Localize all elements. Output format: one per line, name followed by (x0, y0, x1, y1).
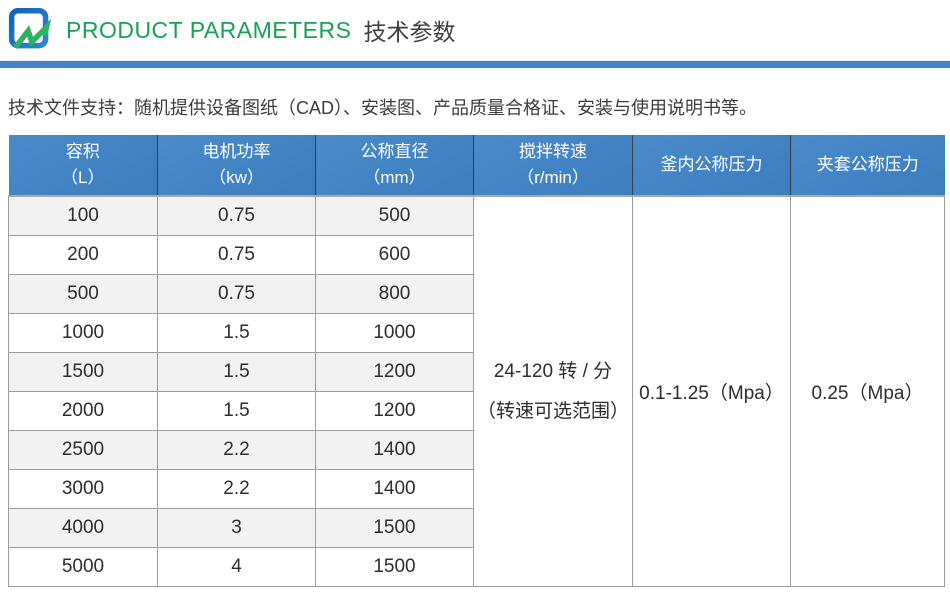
col-header-label: 容积 (65, 141, 100, 161)
header-row: 容积 （L） 电机功率 （kw） 公称直径 （mm） 搅拌转速 （r/min） … (8, 135, 945, 197)
cell-volume: 500 (8, 274, 158, 314)
cell-volume: 5000 (8, 547, 158, 587)
cell-power: 2.2 (157, 430, 316, 470)
stirring-speed-cell: 24-120 转 / 分 （转速可选范围） (473, 195, 633, 587)
cell-power: 3 (157, 508, 316, 548)
cell-volume: 1000 (8, 313, 158, 353)
cell-volume: 100 (8, 195, 158, 236)
col-header-nominal-diameter: 公称直径 （mm） (315, 135, 474, 197)
table-row: 5000 4 1500 (8, 547, 945, 587)
cell-diameter: 1200 (315, 352, 474, 392)
cell-diameter: 1000 (315, 313, 474, 353)
cell-diameter: 800 (315, 274, 474, 314)
table-row: 2000 1.5 1200 (8, 391, 945, 431)
table-row: 100 0.75 500 24-120 转 / 分 （转速可选范围） 0.1-1… (8, 195, 945, 587)
page-title-en: PRODUCT PARAMETERS (66, 16, 352, 43)
cell-power: 1.5 (157, 352, 316, 392)
col-header-label: 搅拌转速 (519, 141, 587, 161)
cell-volume: 4000 (8, 508, 158, 548)
page-title-zh: 技术参数 (363, 19, 456, 45)
col-header-label: 夹套公称压力 (816, 154, 919, 174)
cell-diameter: 1500 (315, 508, 474, 548)
col-header-unit: （mm） (363, 168, 426, 187)
cell-power: 2.2 (157, 469, 316, 509)
col-header-inner-pressure: 釜内公称压力 (632, 135, 791, 197)
page-header: PRODUCT PARAMETERS 技术参数 (0, 0, 950, 60)
inner-pressure-cell: 0.1-1.25（Mpa） (632, 195, 791, 587)
speed-range-text: 24-120 转 / 分 (493, 360, 613, 382)
cell-volume: 3000 (8, 469, 158, 509)
table-row: 1500 1.5 1200 (8, 352, 945, 392)
jacket-pressure-cell: 0.25（Mpa） (790, 195, 945, 587)
cell-power: 1.5 (157, 313, 316, 353)
spec-table-header: 容积 （L） 电机功率 （kw） 公称直径 （mm） 搅拌转速 （r/min） … (8, 135, 945, 197)
table-row: 2500 2.2 1400 (8, 430, 945, 470)
table-row: 4000 3 1500 (8, 508, 945, 548)
col-header-jacket-pressure: 夹套公称压力 (790, 135, 945, 197)
col-header-motor-power: 电机功率 （kw） (157, 135, 316, 197)
col-header-stirring-speed: 搅拌转速 （r/min） (473, 135, 633, 197)
intro-text: 技术文件支持：随机提供设备图纸（CAD）、安装图、产品质量合格证、安装与使用说明… (8, 98, 757, 118)
cell-power: 4 (157, 547, 316, 587)
cell-diameter: 1400 (315, 430, 474, 470)
cell-diameter: 1500 (315, 547, 474, 587)
col-header-unit: （L） (61, 168, 105, 187)
cell-diameter: 600 (315, 235, 474, 275)
cell-volume: 2000 (8, 391, 158, 431)
table-row: 500 0.75 800 (8, 274, 945, 314)
header-divider-bar (0, 60, 950, 68)
table-row: 3000 2.2 1400 (8, 469, 945, 509)
col-header-label: 电机功率 (202, 141, 271, 161)
cell-power: 0.75 (157, 274, 316, 314)
cell-volume: 2500 (8, 430, 158, 470)
cell-power: 0.75 (157, 235, 316, 275)
cell-volume: 1500 (8, 352, 158, 392)
cell-diameter: 1400 (315, 469, 474, 509)
cell-power: 1.5 (157, 391, 316, 431)
company-logo-icon (8, 7, 54, 53)
speed-note-text: （转速可选范围） (476, 400, 629, 422)
cell-volume: 200 (8, 235, 158, 275)
col-header-label: 公称直径 (360, 141, 429, 161)
col-header-unit: （r/min） (517, 168, 589, 187)
cell-diameter: 500 (315, 195, 474, 236)
col-header-volume: 容积 （L） (8, 135, 158, 197)
spec-table-body: 100 0.75 500 24-120 转 / 分 （转速可选范围） 0.1-1… (8, 195, 945, 587)
cell-diameter: 1200 (315, 391, 474, 431)
col-header-label: 釜内公称压力 (660, 154, 763, 174)
cell-power: 0.75 (157, 195, 316, 236)
spec-table: 容积 （L） 电机功率 （kw） 公称直径 （mm） 搅拌转速 （r/min） … (8, 135, 945, 587)
table-row: 1000 1.5 1000 (8, 313, 945, 353)
col-header-unit: （kw） (209, 168, 264, 187)
